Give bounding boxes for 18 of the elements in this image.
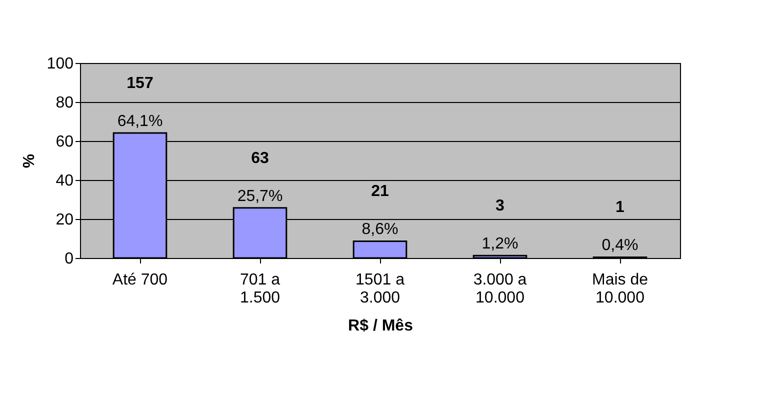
x-axis-title: R$ / Mês <box>348 318 414 334</box>
text: 63 25,7% <box>237 150 283 205</box>
y-axis-title: % <box>20 154 38 168</box>
text: 1 0,4% <box>602 199 638 254</box>
y-tick-label: 20 <box>56 212 74 228</box>
text: 3 1,2% <box>482 198 518 253</box>
x-tick-label: 701 a 1.500 <box>240 272 280 306</box>
y-tick-label: 60 <box>56 134 74 150</box>
x-tick-label: 3.000 a 10.000 <box>473 272 527 306</box>
text: 157 64,1% <box>117 75 163 130</box>
x-tick-label: 1501 a 3.000 <box>356 272 405 306</box>
y-tick-label: 100 <box>46 56 74 72</box>
x-tick-label: Até 700 <box>112 272 168 288</box>
y-tick-label: 80 <box>56 94 74 112</box>
text: 21 8,6% <box>362 183 398 238</box>
x-tick-label: Mais de 10.000 <box>592 272 648 306</box>
y-tick-label: 0 <box>64 250 74 268</box>
y-tick-label: 40 <box>56 172 74 190</box>
